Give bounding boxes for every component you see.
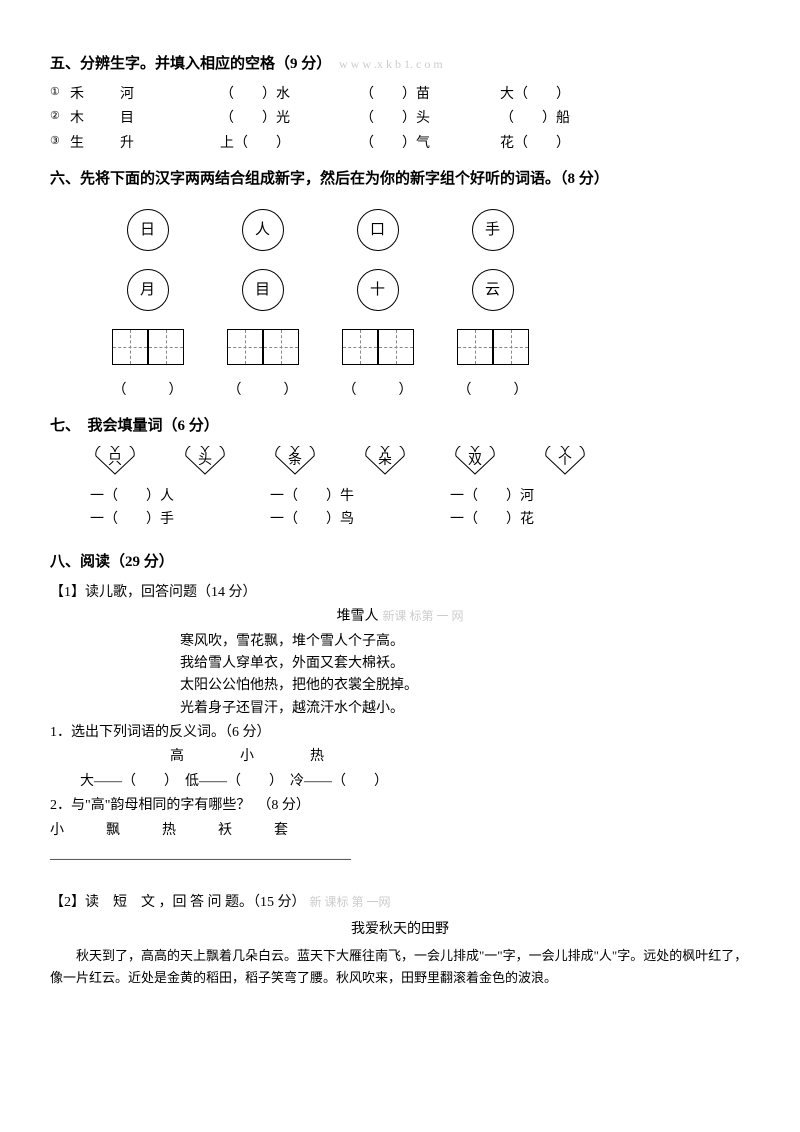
tianzi-box xyxy=(457,329,493,365)
q7-item: 一（ ）花 xyxy=(450,509,630,531)
q8-sub2-line: 小 飘 热 袄 套 xyxy=(50,820,750,842)
blank-d: （ ）头 xyxy=(360,108,500,130)
row-num: ① xyxy=(50,84,70,106)
q7-item: 一（ ）河 xyxy=(450,486,630,508)
q5-watermark: w w w .x k b 1. c o m xyxy=(339,57,443,71)
q7-item: 一（ ）人 xyxy=(90,486,270,508)
char-b: 升 xyxy=(120,133,220,155)
heart-char: 双 xyxy=(468,453,482,468)
tianzi-box xyxy=(493,329,529,365)
heart-char: 头 xyxy=(198,453,212,468)
heart-box: 头 xyxy=(182,446,228,476)
q8-p2-label: 【2】读 短 文 ，回 答 问 题。（15 分） 新 课标 第 一网 xyxy=(50,892,750,914)
char-b: 目 xyxy=(120,108,220,130)
q7-item: 一（ ）手 xyxy=(90,509,270,531)
char-circle: 人 xyxy=(242,209,284,251)
heart-char: 只 xyxy=(108,453,122,468)
char-a: 木 xyxy=(70,108,120,130)
q7-heart-row: 只 头 条 朵 双 个 xyxy=(50,446,750,476)
char-circle: 手 xyxy=(472,209,514,251)
p2-watermark: 新 课标 第 一网 xyxy=(310,895,391,909)
poem-line: 我给雪人穿单衣，外面又套大棉袄。 xyxy=(50,653,750,675)
heart-box: 朵 xyxy=(362,446,408,476)
heart-char: 条 xyxy=(288,453,302,468)
blank-d: （ ）苗 xyxy=(360,84,500,106)
antonym-head: 高 小 热 xyxy=(50,746,750,768)
p2-label-text: 【2】读 短 文 ，回 答 问 题。（15 分） xyxy=(50,895,306,910)
q7-line-2: 一（ ）手 一（ ）鸟 一（ ）花 xyxy=(50,509,750,531)
q6-paren-row: （ ） （ ） （ ） （ ） xyxy=(50,380,750,402)
tianzi-box xyxy=(263,329,299,365)
q5-heading-text: 五、分辨生字。并填入相应的空格（9 分） xyxy=(50,56,331,72)
paren-blank: （ ） xyxy=(90,380,205,402)
tianzi-box xyxy=(112,329,148,365)
q6-circle-row-1: 日 人 口 手 xyxy=(50,209,750,251)
q7-line-1: 一（ ）人 一（ ）牛 一（ ）河 xyxy=(50,486,750,508)
q8-sub2: 2．与"高"韵母相同的字有哪些？ （8 分） xyxy=(50,795,750,817)
passage-title: 我爱秋天的田野 xyxy=(50,919,750,941)
q6-tianzi-row xyxy=(50,329,750,373)
char-circle: 目 xyxy=(242,269,284,311)
q8-p1-label: 【1】读儿歌，回答问题（14 分） xyxy=(50,582,750,604)
p1-watermark: 新课 标第 一 网 xyxy=(382,609,463,623)
heart-box: 条 xyxy=(272,446,318,476)
heart-box: 个 xyxy=(542,446,588,476)
q7-heading: 七、 我会填量词（6 分） xyxy=(50,414,750,438)
q8-sub1: 1．选出下列词语的反义词。（6 分） xyxy=(50,722,750,744)
blank-d: （ ）气 xyxy=(360,133,500,155)
passage-text: 秋天到了，高高的天上飘着几朵白云。蓝天下大雁往南飞，一会儿排成"一"字，一会儿排… xyxy=(50,945,750,989)
q5-row-2: ② 木 目 （ ）光 （ ）头 （ ）船 xyxy=(50,108,750,130)
q7-item: 一（ ）牛 xyxy=(270,486,450,508)
q6-heading: 六、先将下面的汉字两两结合组成新字，然后在为你的新字组个好听的词语。（8 分） xyxy=(50,167,750,191)
q5-heading: 五、分辨生字。并填入相应的空格（9 分） w w w .x k b 1. c o… xyxy=(50,52,750,76)
blank-c: 上（ ） xyxy=(220,133,360,155)
poem-line: 太阳公公怕他热，把他的衣裳全脱掉。 xyxy=(50,675,750,697)
antonym-line: 大——（ ） 低——（ ） 冷——（ ） xyxy=(50,771,750,793)
tianzi-box xyxy=(227,329,263,365)
char-a: 生 xyxy=(70,133,120,155)
row-num: ③ xyxy=(50,133,70,155)
char-circle: 云 xyxy=(472,269,514,311)
heart-char: 朵 xyxy=(378,453,392,468)
tianzi-box xyxy=(148,329,184,365)
char-a: 禾 xyxy=(70,84,120,106)
char-circle: 口 xyxy=(357,209,399,251)
blank-e: （ ）船 xyxy=(500,108,640,130)
char-b: 河 xyxy=(120,84,220,106)
poem-line: 光着身子还冒汗，越流汗水个越小。 xyxy=(50,698,750,720)
paren-blank: （ ） xyxy=(205,380,320,402)
q6-circle-row-2: 月 目 十 云 xyxy=(50,269,750,311)
poem-title: 堆雪人 xyxy=(336,609,378,624)
q5-row-1: ① 禾 河 （ ）水 （ ）苗 大（ ） xyxy=(50,84,750,106)
heart-char: 个 xyxy=(558,453,572,468)
row-num: ② xyxy=(50,108,70,130)
tianzi-box xyxy=(342,329,378,365)
blank-c: （ ）光 xyxy=(220,108,360,130)
q7-item: 一（ ）鸟 xyxy=(270,509,450,531)
q5-row-3: ③ 生 升 上（ ） （ ）气 花（ ） xyxy=(50,133,750,155)
char-circle: 十 xyxy=(357,269,399,311)
paren-blank: （ ） xyxy=(435,380,550,402)
blank-c: （ ）水 xyxy=(220,84,360,106)
heart-box: 只 xyxy=(92,446,138,476)
blank-line: ________________________________________… xyxy=(50,844,750,866)
q8-heading: 八、阅读（29 分） xyxy=(50,550,750,574)
heart-box: 双 xyxy=(452,446,498,476)
blank-e: 花（ ） xyxy=(500,133,640,155)
poem-title-line: 堆雪人新课 标第 一 网 xyxy=(50,606,750,628)
blank-e: 大（ ） xyxy=(500,84,640,106)
paren-blank: （ ） xyxy=(320,380,435,402)
char-circle: 日 xyxy=(127,209,169,251)
char-circle: 月 xyxy=(127,269,169,311)
tianzi-box xyxy=(378,329,414,365)
poem-line: 寒风吹，雪花飘，堆个雪人个子高。 xyxy=(50,631,750,653)
